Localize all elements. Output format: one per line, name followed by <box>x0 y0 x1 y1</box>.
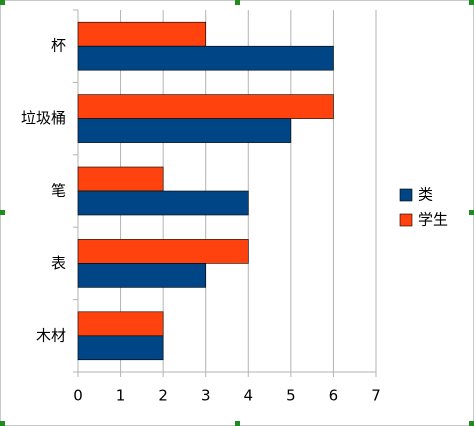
x-tick-label: 6 <box>329 387 339 405</box>
x-tick-label: 4 <box>244 387 254 405</box>
x-tick-label: 5 <box>286 387 296 405</box>
bar <box>77 311 164 337</box>
legend-label: 学生 <box>418 211 448 229</box>
x-tick-label: 2 <box>158 387 168 405</box>
bar <box>77 263 207 288</box>
legend-swatch <box>399 213 413 227</box>
y-tick-label: 杯 <box>51 37 66 55</box>
x-tick-label: 3 <box>201 387 211 405</box>
selection-handle <box>235 0 240 5</box>
selection-handle <box>469 0 474 5</box>
x-tick-label: 0 <box>73 387 83 405</box>
bar <box>77 45 334 71</box>
bar <box>77 118 292 143</box>
y-tick-label: 木材 <box>36 326 66 344</box>
selection-handle <box>235 421 240 426</box>
selection-handle <box>0 0 5 5</box>
selection-handle <box>0 421 5 426</box>
selection-handle <box>0 210 5 215</box>
legend-swatch <box>399 188 413 202</box>
selection-handle <box>469 421 474 426</box>
y-tick-label: 垃圾桶 <box>21 109 66 127</box>
y-tick-label: 表 <box>51 254 66 272</box>
bar <box>77 166 164 192</box>
bar <box>77 94 334 119</box>
bar <box>77 190 249 216</box>
x-tick-label: 7 <box>371 387 381 405</box>
bar <box>77 239 249 264</box>
bar <box>77 335 164 361</box>
legend-label: 类 <box>418 186 433 204</box>
bar <box>77 21 207 47</box>
y-tick-label: 笔 <box>51 182 66 200</box>
selection-handle <box>469 210 474 215</box>
x-tick-label: 1 <box>116 387 126 405</box>
